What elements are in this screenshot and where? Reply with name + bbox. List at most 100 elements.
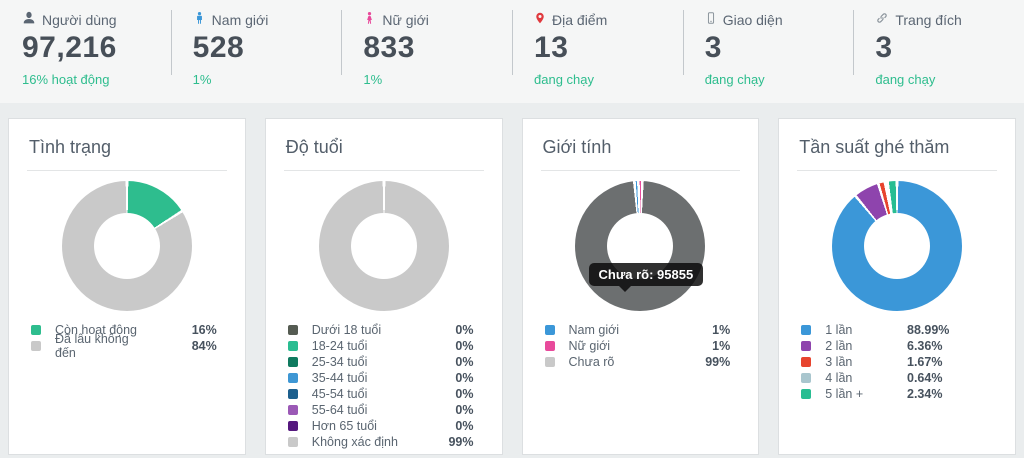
stat-label: Nam giới (193, 11, 342, 28)
legend-item[interactable]: 2 lần 6.36% (801, 338, 987, 354)
legend-value: 2.34% (907, 387, 943, 401)
legend-item[interactable]: 5 lần + 2.34% (801, 386, 987, 402)
legend-swatch (287, 405, 298, 415)
stat-label: Người dùng (22, 11, 171, 28)
card-frequency: Tần suất ghé thăm 1 lần 88.99% 2 lần 6.36% 3… (778, 118, 1016, 455)
legend-value: 0% (455, 403, 474, 417)
legend-swatch (544, 357, 555, 367)
legend-value: 0% (455, 419, 474, 433)
stat-label-text: Nam giới (211, 11, 269, 28)
card-title: Độ tuổi (285, 137, 343, 157)
legend-item[interactable]: Nam giới 1% (544, 322, 730, 338)
legend-label: Nữ giới (568, 339, 611, 353)
legend-label: 4 lần (825, 371, 853, 385)
donut-chart[interactable] (318, 181, 449, 311)
stat-label: Trang đích (875, 11, 1024, 28)
legend-value: 84% (191, 339, 217, 353)
donut-hole (864, 213, 931, 279)
legend-item[interactable]: 1 lần 88.99% (801, 322, 987, 338)
legend-value: 0% (455, 371, 474, 385)
mobile-icon (705, 11, 717, 28)
female-icon (363, 11, 376, 28)
card-title: Giới tính (542, 137, 612, 157)
dashboard-cards: Tình trạng Còn hoạt động 16% Đã lâu không … (0, 103, 1024, 455)
legend-item[interactable]: Đã lâu không đến 84% (31, 332, 217, 360)
stat-block: Người dùng 97,216 16% hoạt động (0, 0, 171, 103)
stat-value: 13 (534, 31, 569, 64)
legend-item[interactable]: 35-44 tuổi 0% (287, 370, 474, 386)
legend-swatch (801, 373, 812, 383)
user-icon (22, 11, 36, 28)
divider (540, 170, 741, 171)
legend-value: 0.64% (907, 371, 943, 385)
male-icon (193, 11, 206, 28)
legend-swatch (801, 325, 812, 335)
stat-label-text: Trang đích (895, 11, 962, 28)
card-status: Tình trạng Còn hoạt động 16% Đã lâu không … (8, 118, 246, 455)
stat-block: Nam giới 528 1% (170, 0, 342, 103)
legend-value: 0% (455, 323, 474, 337)
legend-value: 99% (705, 355, 731, 369)
legend-swatch (801, 389, 812, 399)
legend-label: 35-44 tuổi (311, 371, 368, 385)
legend-swatch (287, 341, 298, 351)
stat-block: Giao diện 3 đang chạy (682, 0, 854, 103)
legend-swatch (31, 325, 41, 335)
donut-area (797, 181, 997, 311)
legend-item[interactable]: 4 lần 0.64% (801, 370, 987, 386)
legend-item[interactable]: 18-24 tuổi 0% (287, 338, 474, 354)
chart-tooltip: Chưa rõ: 95855 (588, 263, 704, 292)
legend-label: 45-54 tuổi (311, 387, 368, 401)
stat-subtext: 1% (363, 72, 383, 87)
donut-area (284, 181, 484, 311)
legend-label: Đã lâu không đến (55, 332, 129, 360)
stat-label-text: Người dùng (42, 11, 117, 28)
legend-item[interactable]: Dưới 18 tuổi 0% (287, 322, 474, 338)
stats-bar: Người dùng 97,216 16% hoạt động Nam giới 528… (0, 0, 1024, 103)
stat-label: Địa điểm (534, 11, 683, 28)
donut-chart[interactable] (832, 181, 963, 311)
legend-swatch (287, 373, 298, 383)
legend-item[interactable]: 55-64 tuổi 0% (287, 402, 474, 418)
legend-swatch (544, 341, 555, 351)
legend-label: 3 lần (825, 355, 853, 369)
legend-value: 88.99% (907, 323, 950, 337)
stat-block: Nữ giới 833 1% (341, 0, 512, 103)
legend-item[interactable]: Hơn 65 tuổi 0% (287, 418, 474, 434)
legend-swatch (31, 341, 41, 351)
donut-area (541, 181, 741, 311)
legend-item[interactable]: 45-54 tuổi 0% (287, 386, 474, 402)
legend-value: 6.36% (907, 339, 943, 353)
card-age: Độ tuổi Dưới 18 tuổi 0% 18-24 tuổi 0% 25-34 … (264, 118, 503, 455)
stat-block: Trang đích 3 đang chạy (853, 0, 1024, 103)
stat-label-text: Địa điểm (552, 11, 608, 28)
stat-value: 3 (704, 31, 722, 64)
legend-label: 2 lần (825, 339, 853, 353)
legend-swatch (801, 357, 812, 367)
chart-legend: 1 lần 88.99% 2 lần 6.36% 3 lần 1.67% 4 lần 0.64… (797, 322, 997, 402)
legend-item[interactable]: Chưa rõ 99% (544, 354, 731, 370)
stat-value: 97,216 (22, 31, 117, 64)
card-gender: Giới tính Chưa rõ: 95855 Nam giới 1% Nữ gi… (521, 118, 760, 455)
link-icon (875, 11, 889, 28)
stat-subtext: đang chạy (534, 72, 595, 87)
card-title: Tần suất ghé thăm (799, 137, 950, 157)
donut-area (27, 181, 227, 311)
map-marker-icon (534, 11, 546, 28)
legend-item[interactable]: 25-34 tuổi 0% (287, 354, 474, 370)
donut-chart[interactable] (61, 181, 192, 311)
legend-value: 0% (455, 355, 474, 369)
stat-subtext: 16% hoạt động (22, 72, 110, 87)
legend-label: Còn hoạt động (55, 323, 138, 337)
donut-chart[interactable] (575, 181, 706, 311)
legend-item[interactable]: Còn hoạt động 16% (31, 322, 217, 338)
legend-value: 0% (455, 339, 474, 353)
legend-item[interactable]: Nữ giới 1% (544, 338, 730, 354)
legend-item[interactable]: Không xác định 99% (287, 434, 474, 450)
legend-swatch (287, 389, 298, 399)
stat-label: Giao diện (705, 11, 854, 28)
legend-item[interactable]: 3 lần 1.67% (801, 354, 987, 370)
legend-swatch (287, 437, 298, 447)
legend-value: 1.67% (907, 355, 943, 369)
chart-legend: Dưới 18 tuổi 0% 18-24 tuổi 0% 25-34 tuổi 0% 35… (284, 322, 484, 450)
